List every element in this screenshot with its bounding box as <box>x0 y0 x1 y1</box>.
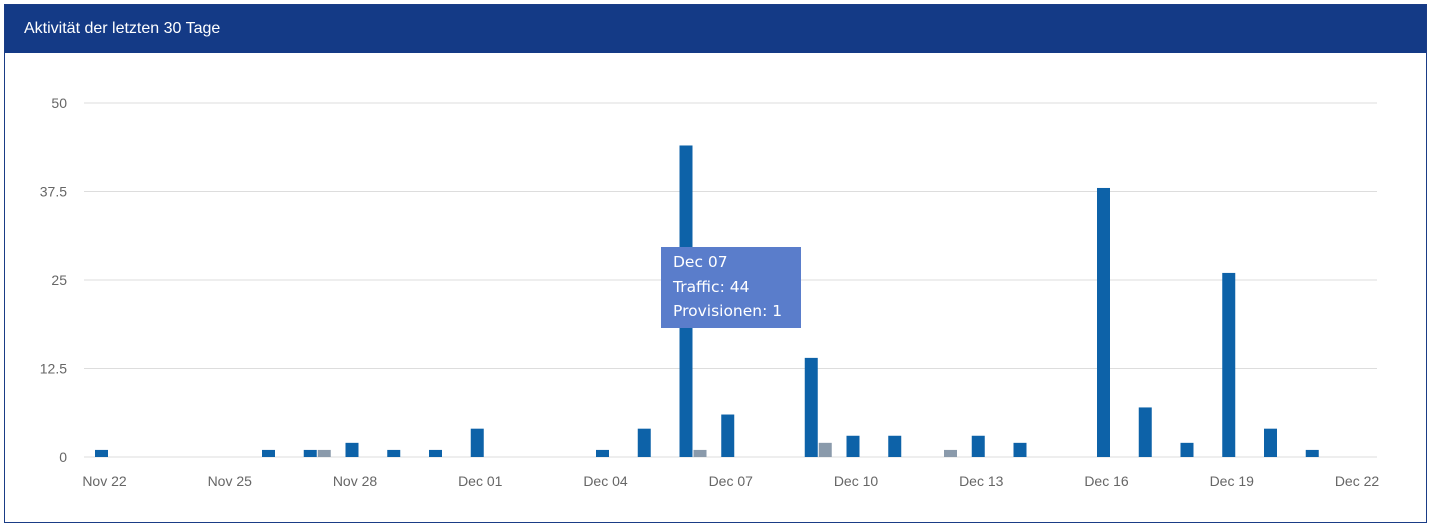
x-tick-label: Dec 19 <box>1210 473 1255 489</box>
bar-traffic[interactable] <box>846 435 860 457</box>
bar-traffic[interactable] <box>888 435 902 457</box>
y-tick-label: 50 <box>51 95 67 111</box>
bar-traffic[interactable] <box>303 449 317 457</box>
bar-traffic[interactable] <box>345 442 359 457</box>
x-tick-label: Dec 22 <box>1335 473 1380 489</box>
x-tick-label: Nov 22 <box>82 473 127 489</box>
bar-traffic[interactable] <box>971 435 985 457</box>
x-tick-label: Dec 16 <box>1084 473 1129 489</box>
x-tick-label: Nov 25 <box>208 473 253 489</box>
tooltip-date: Dec 07 <box>673 253 728 271</box>
bar-traffic[interactable] <box>804 357 818 457</box>
bar-traffic[interactable] <box>429 449 442 457</box>
bar-traffic[interactable] <box>1305 449 1319 457</box>
y-tick-label: 25 <box>51 272 67 288</box>
chart-tooltip: Dec 07 Traffic: 44 Provisionen: 1 <box>661 247 801 328</box>
bar-traffic[interactable] <box>387 449 401 457</box>
chart-panel: Aktivität der letzten 30 Tage <box>4 4 1427 523</box>
bar-provisionen[interactable] <box>693 449 707 457</box>
y-tick-label: 0 <box>59 449 67 465</box>
bar-traffic[interactable] <box>1138 407 1152 457</box>
panel-header: Aktivität der letzten 30 Tage <box>5 5 1426 53</box>
x-tick-label: Dec 13 <box>959 473 1004 489</box>
tooltip-traffic: Traffic: 44 <box>673 277 750 296</box>
bar-provisionen[interactable] <box>317 449 331 457</box>
x-tick-label: Nov 28 <box>333 473 378 489</box>
bar-traffic[interactable] <box>721 414 735 457</box>
bar-traffic[interactable] <box>1097 187 1110 457</box>
bar-traffic[interactable] <box>1222 272 1236 457</box>
bar-traffic[interactable] <box>1264 428 1277 457</box>
x-tick-label: Dec 07 <box>709 473 754 489</box>
bar-traffic[interactable] <box>637 428 651 457</box>
y-tick-label: 12.5 <box>40 361 67 377</box>
bar-traffic[interactable] <box>262 449 275 457</box>
y-tick-label: 37.5 <box>40 184 67 200</box>
x-tick-label: Dec 01 <box>458 473 503 489</box>
bar-provisionen[interactable] <box>818 442 832 457</box>
bar-traffic[interactable] <box>1013 442 1027 457</box>
bar-traffic[interactable] <box>1180 442 1194 457</box>
x-tick-label: Dec 10 <box>834 473 879 489</box>
x-tick-label: Dec 04 <box>583 473 628 489</box>
panel-title: Aktivität der letzten 30 Tage <box>24 20 221 37</box>
bar-provisionen[interactable] <box>944 449 957 457</box>
tooltip-provisionen: Provisionen: 1 <box>673 302 783 320</box>
bar-traffic[interactable] <box>596 449 609 457</box>
bar-traffic[interactable] <box>470 428 484 457</box>
bar-traffic[interactable] <box>95 449 108 457</box>
